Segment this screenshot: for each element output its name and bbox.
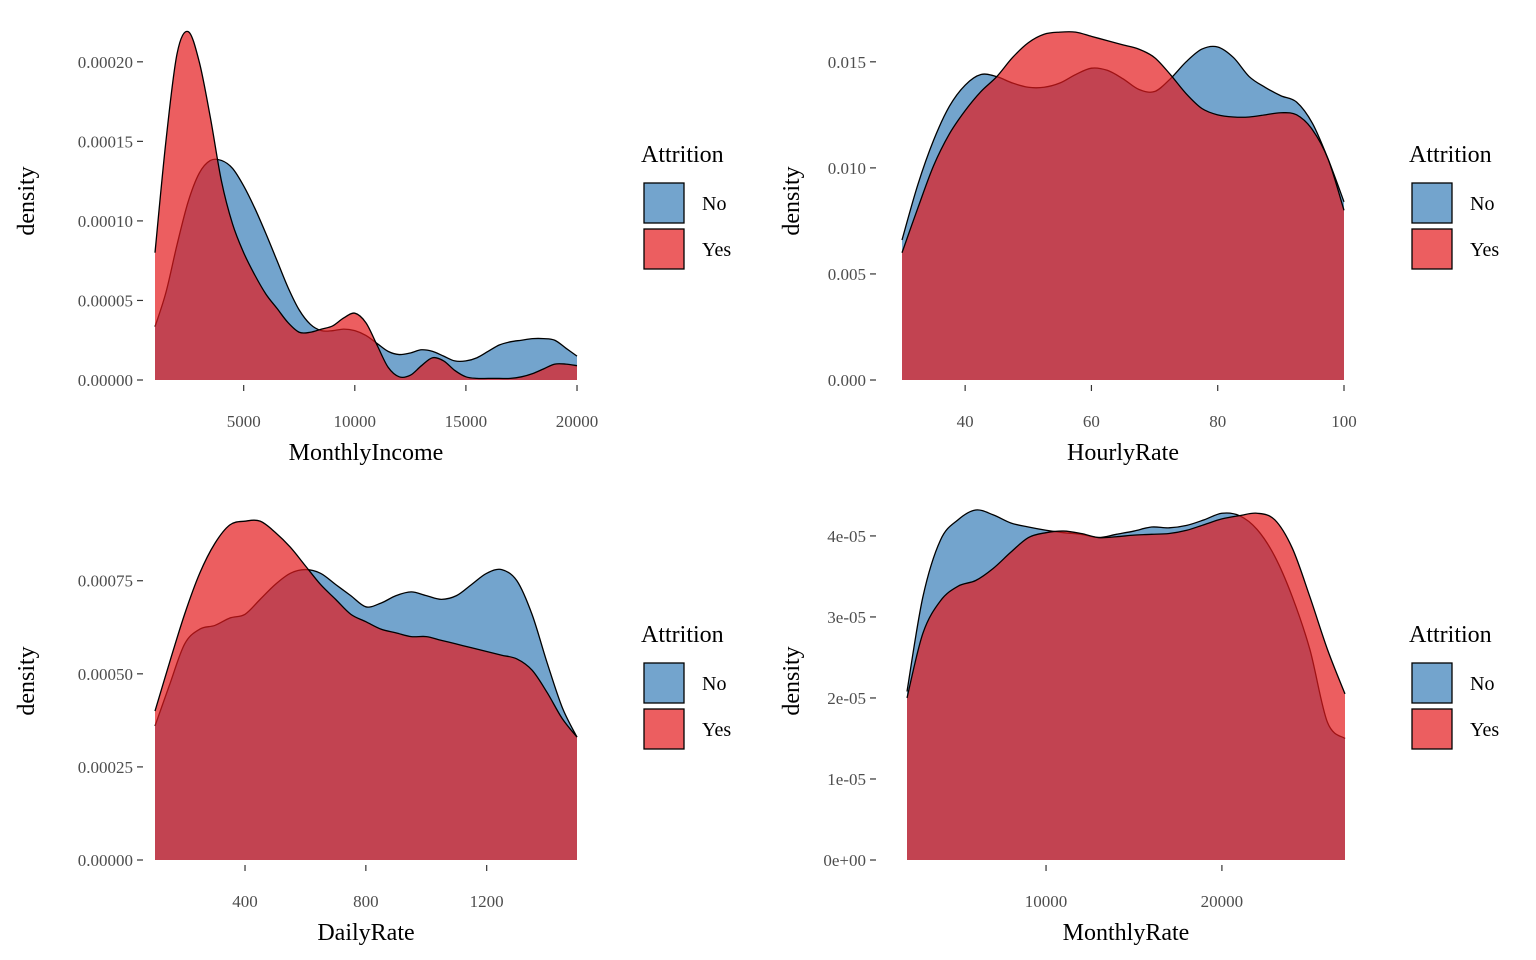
legend-label-yes: Yes — [1470, 239, 1499, 261]
y-tick-label: 0.00005 — [78, 291, 133, 310]
legend-title: Attrition — [641, 622, 724, 648]
density-line-yes — [154, 519, 578, 738]
y-tick-label: 0.00025 — [78, 758, 133, 777]
y-tick-label: 0e+00 — [823, 851, 866, 870]
x-tick-label: 10000 — [1025, 892, 1068, 911]
y-axis-title: density — [779, 166, 805, 235]
x-tick-label: 1200 — [470, 892, 504, 911]
legend-swatch-no — [643, 182, 685, 224]
legend-title: Attrition — [641, 142, 724, 168]
x-tick-label: 10000 — [334, 412, 377, 431]
y-axis-title: density — [14, 166, 40, 235]
y-tick-label: 4e-05 — [827, 527, 866, 546]
legend: Attrition No Yes — [1409, 622, 1499, 750]
legend-swatch-no — [1411, 182, 1453, 224]
legend-swatch-no — [643, 662, 685, 704]
y-tick-label: 0.00000 — [78, 371, 133, 390]
y-tick-label: 1e-05 — [827, 770, 866, 789]
panel-monthlyincome: 0.00000 0.00005 0.00010 0.00015 0.00020 5000 1… — [14, 30, 731, 466]
legend-swatch-yes — [643, 228, 685, 270]
y-axis-title: density — [779, 646, 805, 715]
x-tick-label: 100 — [1331, 412, 1357, 431]
density-line-yes — [901, 31, 1345, 253]
x-tick-label: 15000 — [445, 412, 488, 431]
y-tick-label: 0.005 — [828, 265, 866, 284]
density-area-yes — [155, 520, 577, 860]
y-tick-label: 0.00020 — [78, 53, 133, 72]
density-area-yes — [907, 513, 1345, 860]
x-tick-label: 800 — [353, 892, 379, 911]
y-axis-title: density — [14, 646, 40, 715]
density-line-yes — [154, 30, 578, 380]
x-axis-title: HourlyRate — [1067, 440, 1179, 466]
x-axis-title: MonthlyRate — [1063, 920, 1190, 946]
y-tick-label: 0.015 — [828, 53, 866, 72]
y-tick-label: 0.00050 — [78, 665, 133, 684]
legend: Attrition No Yes — [641, 142, 731, 270]
y-tick-label: 3e-05 — [827, 608, 866, 627]
x-tick-label: 80 — [1209, 412, 1226, 431]
x-axis-title: MonthlyIncome — [289, 440, 444, 466]
legend-label-yes: Yes — [702, 719, 731, 741]
y-tick-label: 0.000 — [828, 371, 866, 390]
x-tick-label: 40 — [957, 412, 974, 431]
legend-swatch-yes — [1411, 228, 1453, 270]
x-tick-label: 400 — [232, 892, 258, 911]
legend-label-yes: Yes — [1470, 719, 1499, 741]
density-area-yes — [155, 31, 577, 380]
legend-label-no: No — [702, 193, 726, 215]
legend-label-yes: Yes — [702, 239, 731, 261]
y-tick-label: 2e-05 — [827, 689, 866, 708]
density-line-yes — [906, 512, 1346, 699]
panel-hourlyrate: 0.000 0.005 0.010 0.015 40 60 80 100 HourlyRate d… — [779, 31, 1499, 466]
y-tick-label: 0.010 — [828, 159, 866, 178]
legend-swatch-no — [1411, 662, 1453, 704]
x-tick-label: 5000 — [227, 412, 261, 431]
legend-title: Attrition — [1409, 142, 1492, 168]
x-tick-label: 60 — [1083, 412, 1100, 431]
x-tick-label: 20000 — [1201, 892, 1244, 911]
legend: Attrition No Yes — [1409, 142, 1499, 270]
panel-dailyrate: 0.00000 0.00025 0.00050 0.00075 400 800 1200 Da… — [14, 519, 731, 946]
y-tick-label: 0.00075 — [78, 572, 133, 591]
legend-label-no: No — [702, 673, 726, 695]
legend-swatch-yes — [643, 708, 685, 750]
legend-label-no: No — [1470, 673, 1494, 695]
y-tick-label: 0.00010 — [78, 212, 133, 231]
legend-label-no: No — [1470, 193, 1494, 215]
y-tick-label: 0.00015 — [78, 132, 133, 151]
legend: Attrition No Yes — [641, 622, 731, 750]
legend-swatch-yes — [1411, 708, 1453, 750]
density-area-yes — [902, 31, 1344, 380]
panel-monthlyrate: 0e+00 1e-05 2e-05 3e-05 4e-05 10000 20000 Month… — [779, 509, 1499, 946]
x-tick-label: 20000 — [556, 412, 599, 431]
x-axis-title: DailyRate — [317, 920, 414, 946]
y-tick-label: 0.00000 — [78, 851, 133, 870]
legend-title: Attrition — [1409, 622, 1492, 648]
